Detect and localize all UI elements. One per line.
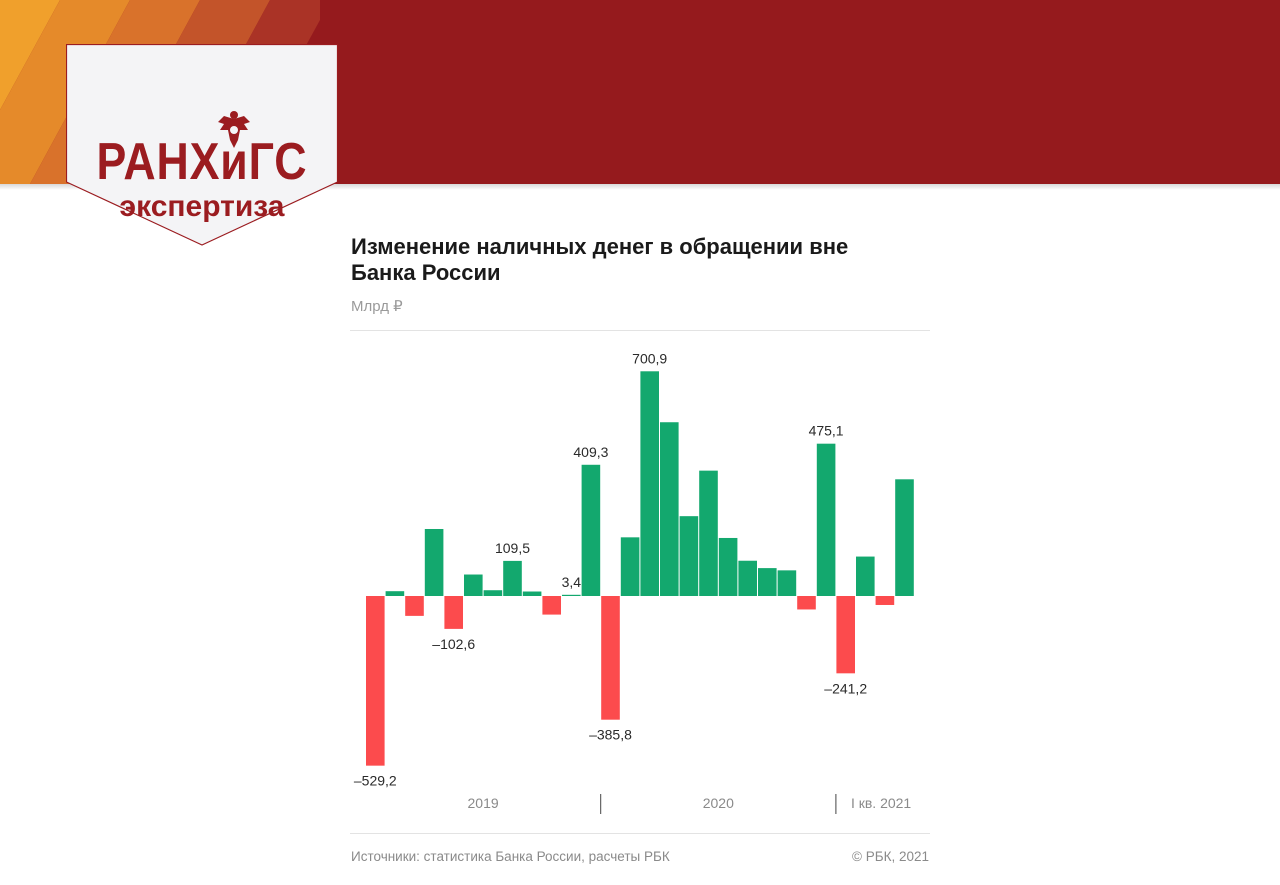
bar-6 <box>483 590 503 596</box>
bar-15 <box>660 422 679 596</box>
data-label-7: 475,1 <box>809 423 844 439</box>
bar-8 <box>522 591 542 596</box>
chart-title: Изменение наличных денег в обращении вне… <box>351 234 849 285</box>
bar-20 <box>758 568 777 596</box>
bar-27 <box>895 479 914 596</box>
banner-shadow <box>0 184 1280 190</box>
bar-7 <box>503 560 522 596</box>
logo-subtitle: экспертиза <box>119 190 285 223</box>
bar-18 <box>718 537 738 596</box>
chart-unit-label: Млрд ₽ <box>351 298 403 315</box>
source-note: Источники: статистика Банка России, расч… <box>351 849 670 864</box>
bar-25 <box>856 556 875 596</box>
bar-1 <box>385 591 405 596</box>
bar-3 <box>424 528 444 596</box>
data-label-5: –385,8 <box>589 727 632 743</box>
data-label-3: 3,4 <box>562 574 582 590</box>
top-divider <box>350 330 930 331</box>
bar-11 <box>581 464 601 596</box>
bottom-divider <box>350 833 930 834</box>
bar-23 <box>816 443 836 596</box>
bar-21 <box>777 570 797 596</box>
period-label-1: 2020 <box>703 795 734 811</box>
bar-26 <box>875 596 895 605</box>
badge-shape <box>66 44 338 246</box>
logo-badge: РАНХиГС экспертиза <box>66 44 338 246</box>
bar-19 <box>738 560 757 596</box>
bar-24 <box>836 596 855 674</box>
bar-22 <box>797 596 816 610</box>
bar-13 <box>620 537 640 596</box>
eagle-emblem-icon <box>218 111 250 148</box>
bar-12 <box>601 596 620 720</box>
period-label-0: 2019 <box>468 795 499 811</box>
data-label-1: –102,6 <box>432 636 475 652</box>
logo-title: РАНХиГС <box>96 133 308 191</box>
bar-4 <box>444 596 463 629</box>
bar-2 <box>405 596 424 616</box>
data-label-4: 409,3 <box>573 444 608 460</box>
bar-16 <box>679 516 699 596</box>
bar-0 <box>366 596 385 766</box>
bar-10 <box>562 594 581 596</box>
bar-5 <box>464 574 483 596</box>
data-label-8: –241,2 <box>824 680 867 696</box>
bar-14 <box>640 371 659 596</box>
data-label-6: 700,9 <box>632 350 667 366</box>
period-label-2: I кв. 2021 <box>851 795 911 811</box>
data-label-0: –529,2 <box>354 773 397 789</box>
bar-17 <box>699 470 718 596</box>
bar-9 <box>542 596 561 615</box>
data-label-2: 109,5 <box>495 540 530 556</box>
copyright-note: © РБК, 2021 <box>852 849 929 864</box>
